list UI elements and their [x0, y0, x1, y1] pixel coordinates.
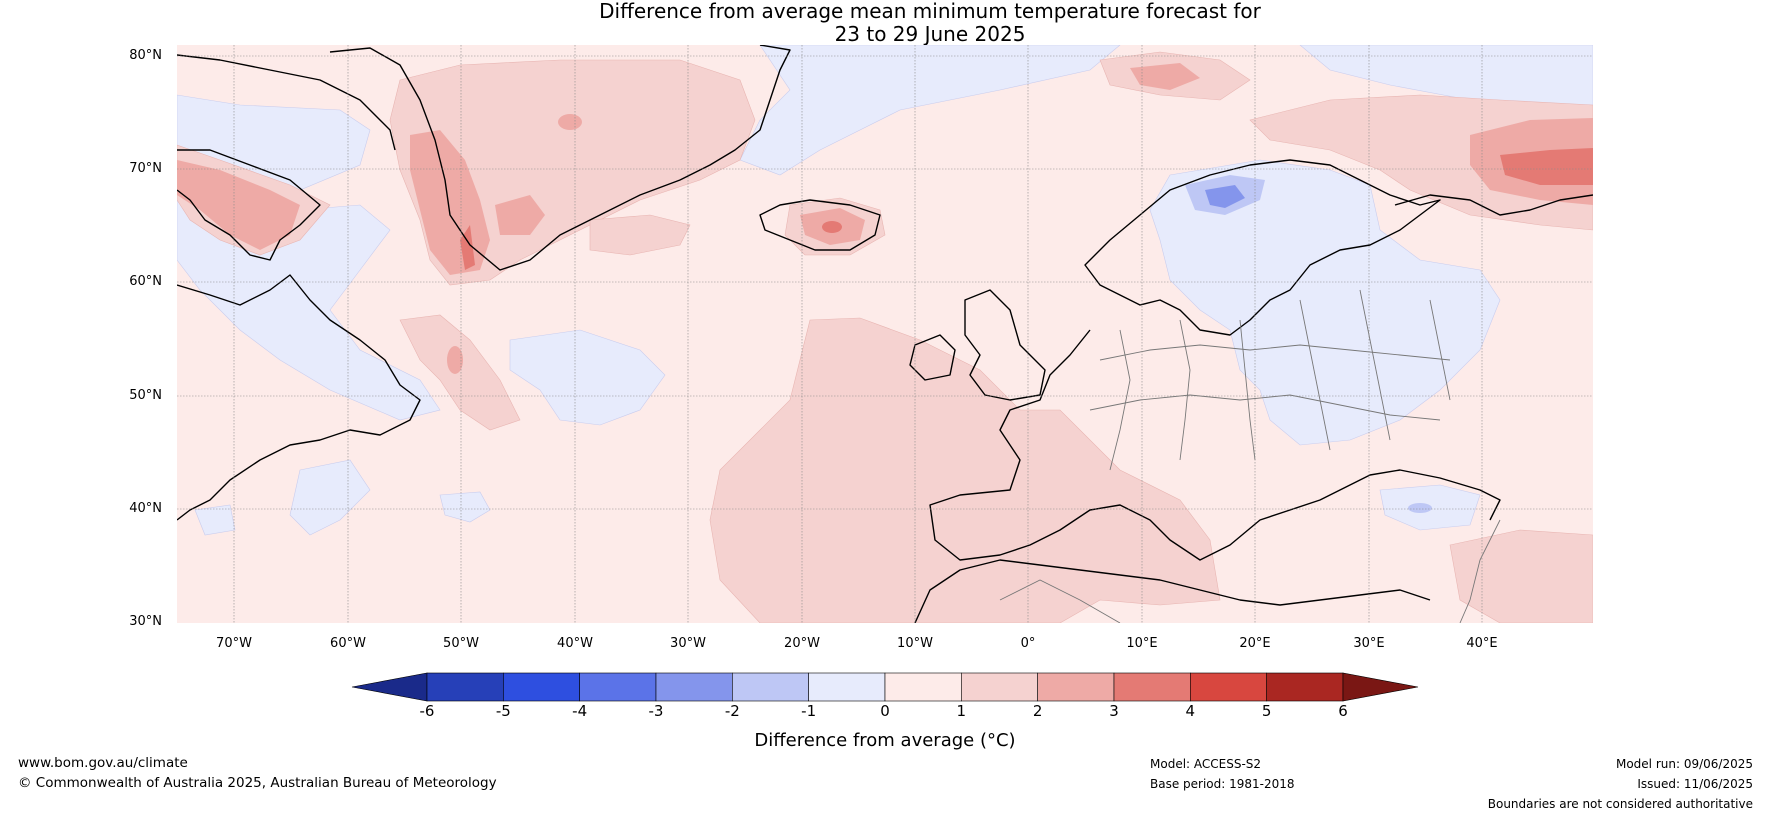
colorbar-tick-label: -3 — [648, 702, 664, 720]
colorbar-tick-label: 0 — [880, 702, 890, 720]
footer-boundaries-note: Boundaries are not considered authoritat… — [1487, 797, 1753, 811]
coastlines — [177, 45, 1593, 623]
coast-ireland — [909, 334, 956, 381]
colorbar-segments — [351, 672, 1419, 702]
lat-label-80n: 80°N — [129, 48, 162, 63]
lon-label-0: 0° — [1020, 636, 1036, 651]
footer-model-run: Model run: 09/06/2025 — [1615, 757, 1753, 771]
warm-core-iceland-inner — [822, 221, 842, 233]
colorbar-segment — [732, 672, 809, 702]
colorbar-segment — [1266, 672, 1344, 702]
lon-label-30e: 30°E — [1353, 636, 1385, 651]
colorbar-tick-label: 4 — [1185, 702, 1196, 720]
footer-copyright: © Commonwealth of Australia 2025, Austra… — [18, 775, 497, 791]
colorbar-segment — [503, 672, 580, 702]
coast-greenland — [329, 45, 791, 271]
colorbar-segment — [884, 672, 962, 702]
warm-core-greenland-small — [558, 114, 582, 130]
lon-label-50w: 50°W — [443, 636, 479, 651]
coast-iceland — [759, 199, 881, 251]
colorbar-tick-label: -1 — [801, 702, 817, 720]
footer-website: www.bom.gov.au/climate — [18, 755, 188, 771]
colorbar-segment — [808, 672, 886, 702]
colorbar-segment — [961, 672, 1038, 702]
lon-label-20e: 20°E — [1239, 636, 1271, 651]
cool-core-scandinavia-inner — [1205, 185, 1245, 208]
warm-region-west-atlantic — [399, 314, 521, 431]
warm-core-baffin — [177, 160, 300, 250]
colorbar-arrow-high — [1342, 672, 1419, 702]
colorbar-tick-label: -4 — [572, 702, 588, 720]
cool-region-newfoundland-south — [289, 459, 371, 536]
lon-label-20w: 20°W — [784, 636, 820, 651]
lat-label-40n: 40°N — [129, 501, 162, 516]
colorbar-segment — [579, 672, 657, 702]
warm-core-regions — [177, 63, 1593, 374]
coast-baffin-island — [177, 149, 321, 261]
coast-western-europe — [929, 329, 1501, 561]
lat-label-70n: 70°N — [129, 161, 162, 176]
colorbar-tick-label: 2 — [1032, 702, 1043, 720]
colorbar-tick-label: 6 — [1338, 702, 1348, 720]
footer-base-period: Base period: 1981-2018 — [1150, 777, 1295, 791]
cool-region-north-atlantic — [739, 45, 1121, 176]
warm-region-middle-east — [1449, 529, 1593, 623]
lon-label-40e: 40°E — [1466, 636, 1498, 651]
colorbar-tick-label: -6 — [419, 702, 435, 720]
colorbar-segment — [655, 672, 733, 702]
colorbar-title: Difference from average (°C) — [754, 730, 1016, 751]
warm-region-east-atlantic — [709, 317, 1221, 623]
lon-label-60w: 60°W — [330, 636, 366, 651]
lat-label-60n: 60°N — [129, 274, 162, 289]
colorbar-tick-label: 5 — [1261, 702, 1272, 720]
footer-model: Model: ACCESS-S2 — [1150, 757, 1262, 771]
lat-label-50n: 50°N — [129, 388, 162, 403]
cool-region-small-2 — [194, 504, 236, 536]
warm-core-atlantic-small — [447, 346, 463, 374]
cool-core-black-sea — [1408, 503, 1432, 513]
coast-scandinavia — [1084, 159, 1441, 336]
colorbar-segment — [426, 672, 504, 702]
lon-label-70w: 70°W — [216, 636, 252, 651]
title-line-1: Difference from average mean minimum tem… — [599, 0, 1261, 23]
warm-core-russia-inner — [1500, 148, 1593, 185]
gridlines — [177, 45, 1593, 623]
colorbar-segment — [1037, 672, 1115, 702]
title-line-2: 23 to 29 June 2025 — [834, 22, 1026, 46]
coast-north-africa — [914, 559, 1431, 623]
coast-canadian-arctic — [177, 54, 396, 151]
coast-britain — [964, 289, 1046, 401]
cool-region-small-1 — [439, 491, 491, 523]
footer-issued: Issued: 11/06/2025 — [1637, 777, 1753, 791]
colorbar-tick-label: 1 — [956, 702, 967, 720]
lon-label-10e: 10°E — [1126, 636, 1158, 651]
cool-core-regions — [1185, 175, 1432, 513]
chart-title: Difference from average mean minimum tem… — [230, 0, 1630, 46]
coast-russia-arctic — [1394, 194, 1593, 216]
lon-label-10w: 10°W — [897, 636, 933, 651]
colorbar-segment — [1190, 672, 1267, 702]
colorbar-arrow-low — [351, 672, 428, 702]
colorbar-tick-label: -2 — [724, 702, 740, 720]
warm-core-svalbard — [1130, 63, 1200, 90]
country-borders — [999, 289, 1501, 623]
warm-core-greenland-east — [495, 195, 545, 235]
warm-region-north-sea — [589, 214, 691, 256]
cool-region-europe — [1149, 159, 1501, 446]
colorbar-tick-label: -5 — [495, 702, 511, 720]
lon-label-30w: 30°W — [670, 636, 706, 651]
colorbar-tick-label: 3 — [1109, 702, 1119, 720]
cool-region-mid-atlantic — [509, 329, 666, 426]
lat-label-30n: 30°N — [129, 614, 162, 629]
lon-label-40w: 40°W — [557, 636, 593, 651]
coast-labrador — [177, 274, 421, 521]
colorbar-segment — [1113, 672, 1191, 702]
